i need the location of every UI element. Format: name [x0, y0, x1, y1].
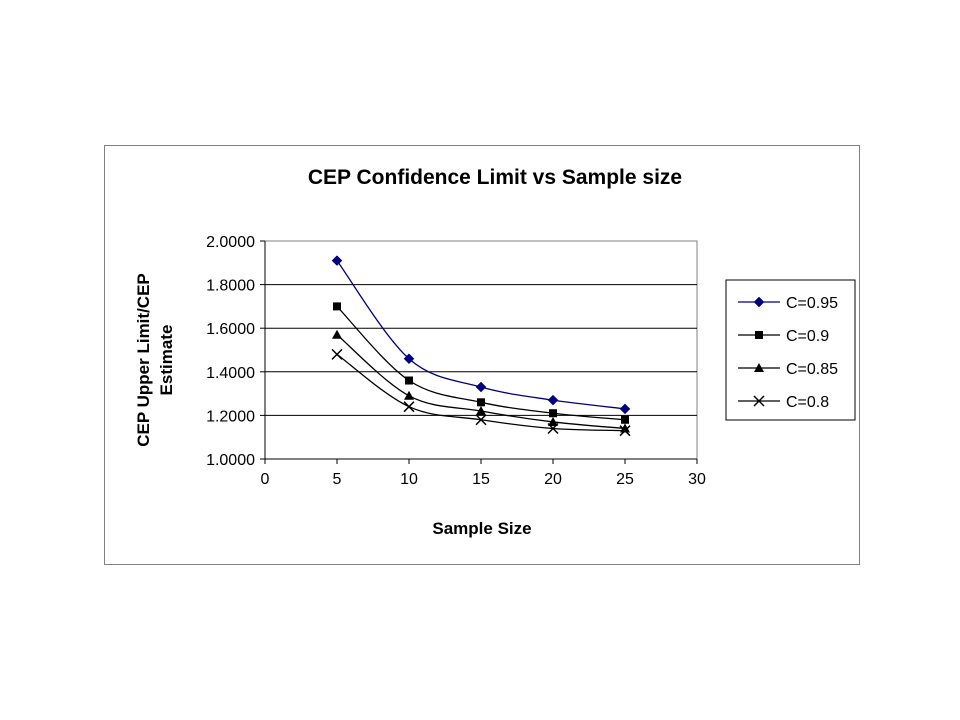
- data-point: [547, 394, 559, 406]
- y-tick-label: 1.6000: [206, 321, 255, 338]
- y-tick-label: 1.2000: [206, 408, 255, 425]
- legend-item: C=0.9: [738, 328, 829, 345]
- data-point: [403, 353, 415, 365]
- data-point: [549, 409, 557, 418]
- y-tick-label: 2.0000: [206, 234, 255, 251]
- legend-label: C=0.95: [786, 295, 838, 312]
- marker-stroke: [331, 348, 343, 360]
- data-point: [477, 398, 485, 407]
- axis-ticks: 1.0000 1.2000 1.4000 1.6000 1.8000 2.0000 0 5 10…: [206, 234, 706, 488]
- y-tick-label: 1.4000: [206, 365, 255, 382]
- data-point: [405, 376, 413, 385]
- chart-title: CEP Confidence Limit vs Sample size: [308, 166, 682, 189]
- data-point: [548, 416, 558, 426]
- chart-frame: CEP Confidence Limit vs Sample size CEP …: [104, 145, 860, 565]
- data-point: [475, 414, 487, 426]
- y-axis-title-line-2: Estimate: [157, 325, 176, 396]
- marker-stroke: [547, 422, 559, 435]
- x-tick-label: 10: [400, 471, 418, 488]
- data-point: [621, 415, 629, 424]
- data-point: [619, 403, 631, 415]
- grid-lines: [265, 284, 697, 416]
- y-tick-label: 1.8000: [206, 278, 255, 295]
- legend-marker: [753, 395, 765, 407]
- plot-area: [264, 240, 698, 460]
- data-point: [547, 422, 559, 435]
- series-c-0-9: [333, 302, 629, 424]
- marker-stroke: [619, 425, 631, 437]
- data-point: [332, 329, 342, 339]
- legend-marker: [755, 331, 763, 339]
- data-point: [619, 425, 631, 437]
- legend-item: C=0.85: [738, 361, 838, 378]
- x-tick-label: 20: [544, 471, 562, 488]
- data-point: [475, 381, 487, 393]
- data-point: [331, 348, 343, 360]
- legend-box: [725, 279, 856, 421]
- legend-marker: [754, 363, 764, 372]
- y-tick-label: 1.0000: [206, 452, 255, 469]
- legend-item: C=0.8: [738, 394, 829, 411]
- data-point: [333, 302, 341, 311]
- legend-marker: [753, 296, 765, 308]
- x-tick-label: 5: [333, 471, 342, 488]
- legend-label: C=0.85: [786, 361, 838, 378]
- y-axis-title-line-1: CEP Upper Limit/CEP: [134, 273, 153, 447]
- x-tick-label: 15: [472, 471, 490, 488]
- x-tick-label: 0: [261, 471, 270, 488]
- series-layer: [331, 255, 631, 437]
- marker-stroke: [753, 395, 765, 407]
- data-point: [403, 401, 415, 413]
- x-tick-label: 25: [616, 471, 634, 488]
- data-point: [476, 406, 486, 416]
- series-c-0-8: [331, 348, 631, 437]
- data-point: [331, 255, 343, 266]
- legend-item: C=0.95: [738, 295, 838, 312]
- data-point: [404, 390, 414, 400]
- chart-svg: CEP Confidence Limit vs Sample size CEP …: [134, 166, 856, 538]
- marker-stroke: [403, 401, 415, 413]
- legend: C=0.95 C=0.9 C=0.85 C=0.8: [738, 295, 838, 411]
- x-tick-label: 30: [688, 471, 706, 488]
- legend-label: C=0.8: [786, 394, 829, 411]
- marker-stroke: [475, 414, 487, 426]
- x-axis-title: Sample Size: [432, 519, 531, 538]
- y-axis-title: CEP Upper Limit/CEP Estimate: [134, 273, 176, 447]
- legend-label: C=0.9: [786, 328, 829, 345]
- series-c-0-95: [331, 255, 631, 415]
